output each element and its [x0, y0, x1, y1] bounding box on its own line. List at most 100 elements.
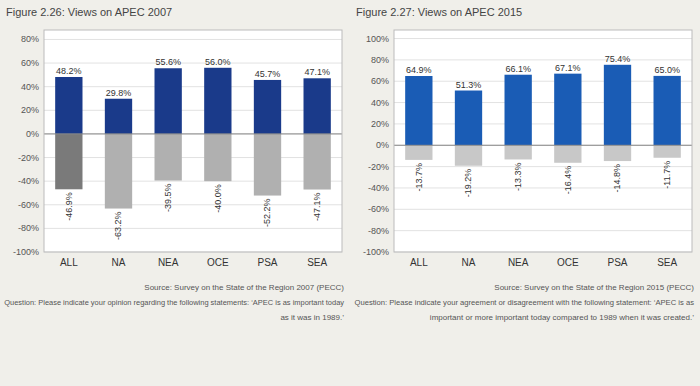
- y-tick-label: 0%: [376, 140, 389, 150]
- grid-line: [44, 204, 342, 205]
- data-label: 75.4%: [605, 54, 631, 64]
- grid-line: [44, 63, 342, 64]
- bar: [505, 75, 532, 146]
- y-tick-label: -60%: [18, 200, 39, 210]
- y-tick-label: 60%: [371, 76, 389, 86]
- y-tick-label: 80%: [21, 34, 39, 44]
- y-tick-label: 0%: [26, 129, 39, 139]
- x-tick-label: SEA: [307, 257, 327, 268]
- data-label: 55.6%: [155, 57, 181, 67]
- x-tick-label: NEA: [158, 257, 179, 268]
- figure: Figure 2.26: Views on APEC 2007 -100% -80%…: [0, 0, 700, 386]
- grid-line: [44, 133, 342, 134]
- bar: [155, 68, 182, 134]
- annotation: Question: Please indicate your agreement…: [355, 298, 695, 307]
- plot-frame: [394, 30, 692, 252]
- grid-line: [44, 39, 342, 40]
- data-label: 29.8%: [106, 88, 132, 98]
- data-label: -39.5%: [163, 184, 173, 213]
- grid-line: [394, 102, 692, 103]
- x-tick-label: OCE: [207, 257, 229, 268]
- y-tick-label: -100%: [13, 247, 39, 257]
- y-tick-label: -20%: [368, 162, 389, 172]
- y-tick-label: 40%: [371, 98, 389, 108]
- data-label: -16.4%: [563, 166, 573, 195]
- y-tick-label: 60%: [21, 58, 39, 68]
- zero-line: [44, 133, 342, 134]
- data-label: -52.2%: [263, 199, 273, 228]
- bar: [55, 77, 82, 134]
- grid-line: [394, 145, 692, 146]
- data-label: -40.0%: [213, 184, 223, 213]
- data-label: -47.1%: [312, 193, 322, 222]
- y-tick-label: 20%: [21, 105, 39, 115]
- y-tick-label: 20%: [371, 119, 389, 129]
- bar: [254, 80, 281, 134]
- data-label: 64.9%: [406, 65, 432, 75]
- y-tick-label: -100%: [363, 247, 389, 257]
- chart-title: Figure 2.26: Views on APEC 2007: [6, 6, 172, 18]
- bar: [405, 145, 432, 160]
- bar: [505, 145, 532, 159]
- grid-line: [394, 81, 692, 82]
- grid-line: [44, 157, 342, 158]
- y-tick-label: -60%: [368, 204, 389, 214]
- zero-line: [394, 145, 692, 146]
- y-tick-label: -40%: [18, 176, 39, 186]
- data-label: -14.8%: [613, 164, 623, 193]
- y-tick-label: -40%: [368, 183, 389, 193]
- annotation: important or more important today compar…: [430, 313, 694, 322]
- grid-line: [44, 110, 342, 111]
- grid-line: [394, 230, 692, 231]
- bars: [55, 68, 331, 209]
- bar: [654, 145, 681, 157]
- bar: [604, 145, 631, 161]
- grid-line: [44, 86, 342, 87]
- x-tick-label: ALL: [410, 257, 428, 268]
- x-tick-label: PSA: [607, 257, 627, 268]
- annotation: Source: Survey on the State of the Regio…: [144, 283, 344, 292]
- bar: [455, 91, 482, 146]
- x-tick-label: NEA: [508, 257, 529, 268]
- y-tick-label: -80%: [18, 223, 39, 233]
- y-tick-label: 40%: [21, 82, 39, 92]
- data-label: 45.7%: [255, 69, 281, 79]
- annotation: Question: Please indicate your opinion r…: [4, 298, 344, 307]
- y-tick-label: 100%: [366, 34, 389, 44]
- bars: [405, 65, 681, 166]
- grid-line: [394, 209, 692, 210]
- bar: [204, 134, 231, 181]
- chart-panel: Figure 2.27: Views on APEC 2015-100%-80%…: [355, 6, 695, 322]
- grid-line: [44, 228, 342, 229]
- data-label: 48.2%: [56, 66, 82, 76]
- bar: [304, 78, 331, 134]
- data-label: -13.7%: [414, 163, 424, 192]
- data-label: -46.9%: [64, 192, 74, 221]
- grid-line: [394, 38, 692, 39]
- bar: [254, 134, 281, 196]
- background: [0, 0, 700, 386]
- bar: [554, 145, 581, 163]
- data-label: -19.2%: [464, 169, 474, 198]
- data-label: 51.3%: [456, 80, 482, 90]
- bar: [105, 134, 132, 209]
- x-tick-label: PSA: [257, 257, 277, 268]
- bar: [304, 134, 331, 190]
- y-tick-label: -20%: [18, 153, 39, 163]
- chart-title: Figure 2.27: Views on APEC 2015: [356, 6, 522, 18]
- bar: [654, 76, 681, 145]
- data-label: -63.2%: [114, 212, 124, 241]
- plot-area: [394, 30, 692, 252]
- y-tick-label: 80%: [371, 55, 389, 65]
- annotation: Source: Survey on the State of the Regio…: [494, 283, 694, 292]
- bar: [105, 99, 132, 134]
- x-tick-label: ALL: [60, 257, 78, 268]
- x-tick-label: NA: [462, 257, 476, 268]
- x-tick-label: OCE: [557, 257, 579, 268]
- bar: [554, 74, 581, 146]
- bar: [405, 76, 432, 145]
- bar: [204, 68, 231, 134]
- data-label: 65.0%: [654, 65, 680, 75]
- bar: [155, 134, 182, 181]
- data-label: -13.3%: [513, 162, 523, 191]
